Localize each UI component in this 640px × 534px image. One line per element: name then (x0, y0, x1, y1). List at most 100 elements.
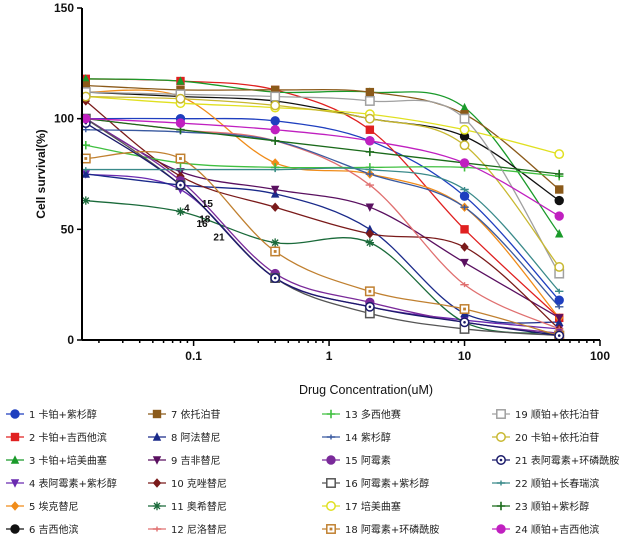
legend-item: 2 卡铂+吉西他滨 (6, 431, 107, 444)
legend-label: 17 培美曲塞 (345, 500, 401, 513)
y-axis-title: Cell survival(%) (34, 129, 48, 218)
legend-label: 21 表阿霉素+环磷酰胺 (515, 454, 619, 467)
series-22-point (176, 167, 185, 173)
legend-item: 20 卡铂+依托泊苷 (492, 431, 599, 444)
series-11-point (176, 207, 185, 216)
annotation-label: 21 (213, 232, 225, 243)
legend-marker (152, 526, 162, 532)
legend-item: 10 克唑替尼 (148, 477, 227, 490)
series-line-1 (85, 117, 560, 301)
series-21-point (364, 301, 375, 312)
legend-item: 16 阿霉素+紫杉醇 (322, 477, 429, 490)
series-5-point (270, 158, 280, 168)
series-18-point (270, 246, 281, 257)
legend-item: 11 奥希替尼 (148, 500, 227, 513)
series-line-18 (85, 151, 560, 337)
series-7-point (270, 85, 280, 95)
series-2-point (460, 225, 469, 234)
legend-marker (326, 501, 336, 511)
series-9-point (365, 203, 375, 212)
series-1-point (554, 295, 564, 305)
legend-label: 6 吉西他滨 (29, 523, 79, 534)
annotation-label: 15 (202, 199, 214, 210)
series-3-point (460, 102, 469, 112)
series-22-point (460, 186, 469, 192)
y-tick-label: 0 (67, 333, 74, 347)
series-18-point (364, 286, 375, 297)
series-10-point (270, 202, 280, 212)
series-line-22 (85, 167, 560, 292)
legend-marker (496, 480, 506, 486)
legend: 1 卡铂+紫杉醇 2 卡铂+吉西他滨 3 卡铂+培美曲塞 4 表阿霉素+紫杉醇 5 埃克… (6, 408, 619, 534)
legend-label: 14 紫杉醇 (345, 431, 391, 444)
legend-item: 1 卡铂+紫杉醇 (6, 408, 97, 421)
legend-item: 6 吉西他滨 (6, 523, 79, 534)
series-23-point (270, 136, 280, 145)
series-1-point (270, 116, 280, 126)
series-line-2 (85, 78, 560, 319)
series-12-point (365, 182, 375, 188)
series-11-point (365, 238, 375, 247)
legend-label: 10 克唑替尼 (171, 477, 227, 490)
legend-item: 19 顺铂+依托泊苷 (492, 408, 599, 421)
legend-marker (326, 524, 336, 534)
legend-marker (496, 455, 506, 465)
legend-marker (10, 432, 20, 442)
legend-marker (10, 501, 20, 511)
series-11-point (270, 238, 280, 247)
series-21-point (554, 330, 565, 341)
legend-label: 20 卡铂+依托泊苷 (515, 431, 599, 444)
series-20-point (364, 113, 375, 124)
legend-marker (10, 479, 20, 488)
series-24-point (365, 136, 375, 146)
legend-label: 19 顺铂+依托泊苷 (515, 408, 599, 421)
legend-label: 5 埃克替尼 (29, 500, 79, 513)
legend-label: 8 阿法替尼 (171, 431, 221, 444)
legend-label: 1 卡铂+紫杉醇 (29, 408, 97, 421)
series-3-point (81, 74, 90, 83)
legend-marker (10, 524, 20, 534)
legend-marker (10, 409, 20, 419)
ticks-layer: 0 50 100 150 0.1 1 10 100 (54, 1, 610, 363)
series-12-point (460, 282, 469, 288)
legend-marker (326, 409, 336, 419)
legend-label: 16 阿霉素+紫杉醇 (345, 477, 429, 490)
y-tick-label: 150 (54, 1, 74, 15)
series-24-point (459, 158, 470, 168)
legend-item: 4 表阿霉素+紫杉醇 (6, 477, 117, 490)
legend-item: 3 卡铂+培美曲塞 (6, 454, 107, 467)
y-tick-label: 50 (61, 222, 75, 236)
legend-marker (326, 434, 336, 440)
annotation-label: 16 (196, 219, 208, 230)
series-24-point (554, 211, 564, 221)
legend-label: 2 卡铂+吉西他滨 (29, 431, 107, 444)
markers-layer (80, 74, 565, 341)
legend-marker (152, 501, 162, 511)
legend-label: 9 吉非替尼 (171, 454, 221, 467)
legend-item: 24 顺铂+吉西他滨 (492, 523, 599, 534)
series-line-10 (85, 100, 560, 330)
legend-item: 18 阿霉素+环磷酰胺 (322, 523, 439, 534)
legend-item: 14 紫杉醇 (322, 431, 391, 444)
series-11-point (81, 196, 90, 205)
x-tick-label: 0.1 (185, 349, 202, 363)
series-20-point (459, 140, 470, 151)
legend-marker (496, 524, 506, 534)
legend-label: 11 奥希替尼 (171, 500, 227, 513)
series-17-point (554, 149, 565, 160)
legend-label: 3 卡铂+培美曲塞 (29, 454, 107, 467)
series-line-24 (85, 118, 560, 217)
series-8-point (365, 224, 375, 234)
series-22-point (270, 167, 280, 173)
legend-item: 5 埃克替尼 (6, 500, 79, 513)
legend-item: 7 依托泊苷 (148, 408, 221, 421)
series-23-point (365, 147, 375, 157)
x-tick-label: 10 (458, 349, 472, 363)
axes-layer (81, 8, 600, 341)
legend-marker (326, 478, 336, 488)
legend-label: 7 依托泊苷 (171, 408, 221, 421)
legend-label: 22 顺铂+长春瑞滨 (515, 477, 599, 490)
series-line-7 (85, 84, 560, 191)
series-20-point (270, 100, 281, 111)
legend-item: 9 吉非替尼 (148, 454, 221, 467)
